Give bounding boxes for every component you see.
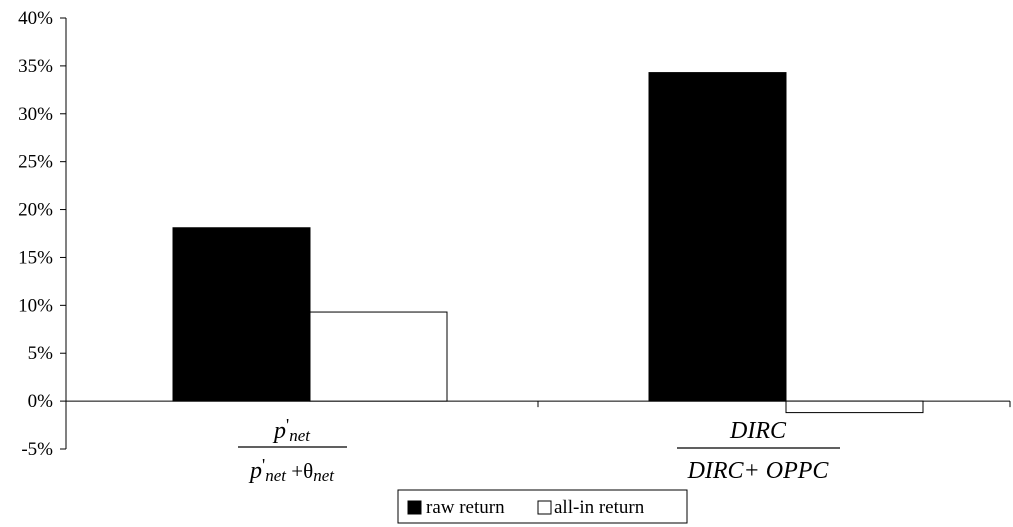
category-label-1: p'net p'net +θnet xyxy=(238,415,347,485)
y-tick-label: 20% xyxy=(18,200,53,221)
y-axis-ticks: 40% 35% 30% 25% 20% 15% 10% 5% 0% -5% xyxy=(18,8,66,460)
y-tick-label: 35% xyxy=(18,56,53,77)
legend-label-all-in-return: all-in return xyxy=(554,497,645,518)
legend-swatch-all-in-return xyxy=(537,500,552,515)
y-tick-label: 5% xyxy=(28,343,54,364)
y-tick-label: 30% xyxy=(18,104,53,125)
category-1-denominator: p'net +θnet xyxy=(248,455,335,485)
bar-raw-return-2 xyxy=(648,72,787,402)
bar-all-in-return-2 xyxy=(785,400,924,414)
legend: raw return all-in return xyxy=(397,489,688,524)
y-tick-label: 40% xyxy=(18,8,53,29)
category-2-numerator: DIRC xyxy=(729,418,787,444)
bars xyxy=(172,72,924,414)
category-2-denominator: DIRC+ OPPC xyxy=(687,458,830,484)
y-tick-label: 25% xyxy=(18,152,53,173)
bar-raw-return-1 xyxy=(172,227,311,402)
bar-all-in-return-1 xyxy=(309,311,448,402)
y-tick-label: 0% xyxy=(28,391,54,412)
category-label-2: DIRC DIRC+ OPPC xyxy=(677,418,840,484)
legend-label-raw-return: raw return xyxy=(426,497,505,518)
y-tick-label: 15% xyxy=(18,247,53,268)
y-tick-label: -5% xyxy=(21,439,53,460)
y-tick-label: 10% xyxy=(18,295,53,316)
legend-swatch-raw-return xyxy=(407,500,422,515)
category-1-numerator: p'net xyxy=(272,415,311,445)
